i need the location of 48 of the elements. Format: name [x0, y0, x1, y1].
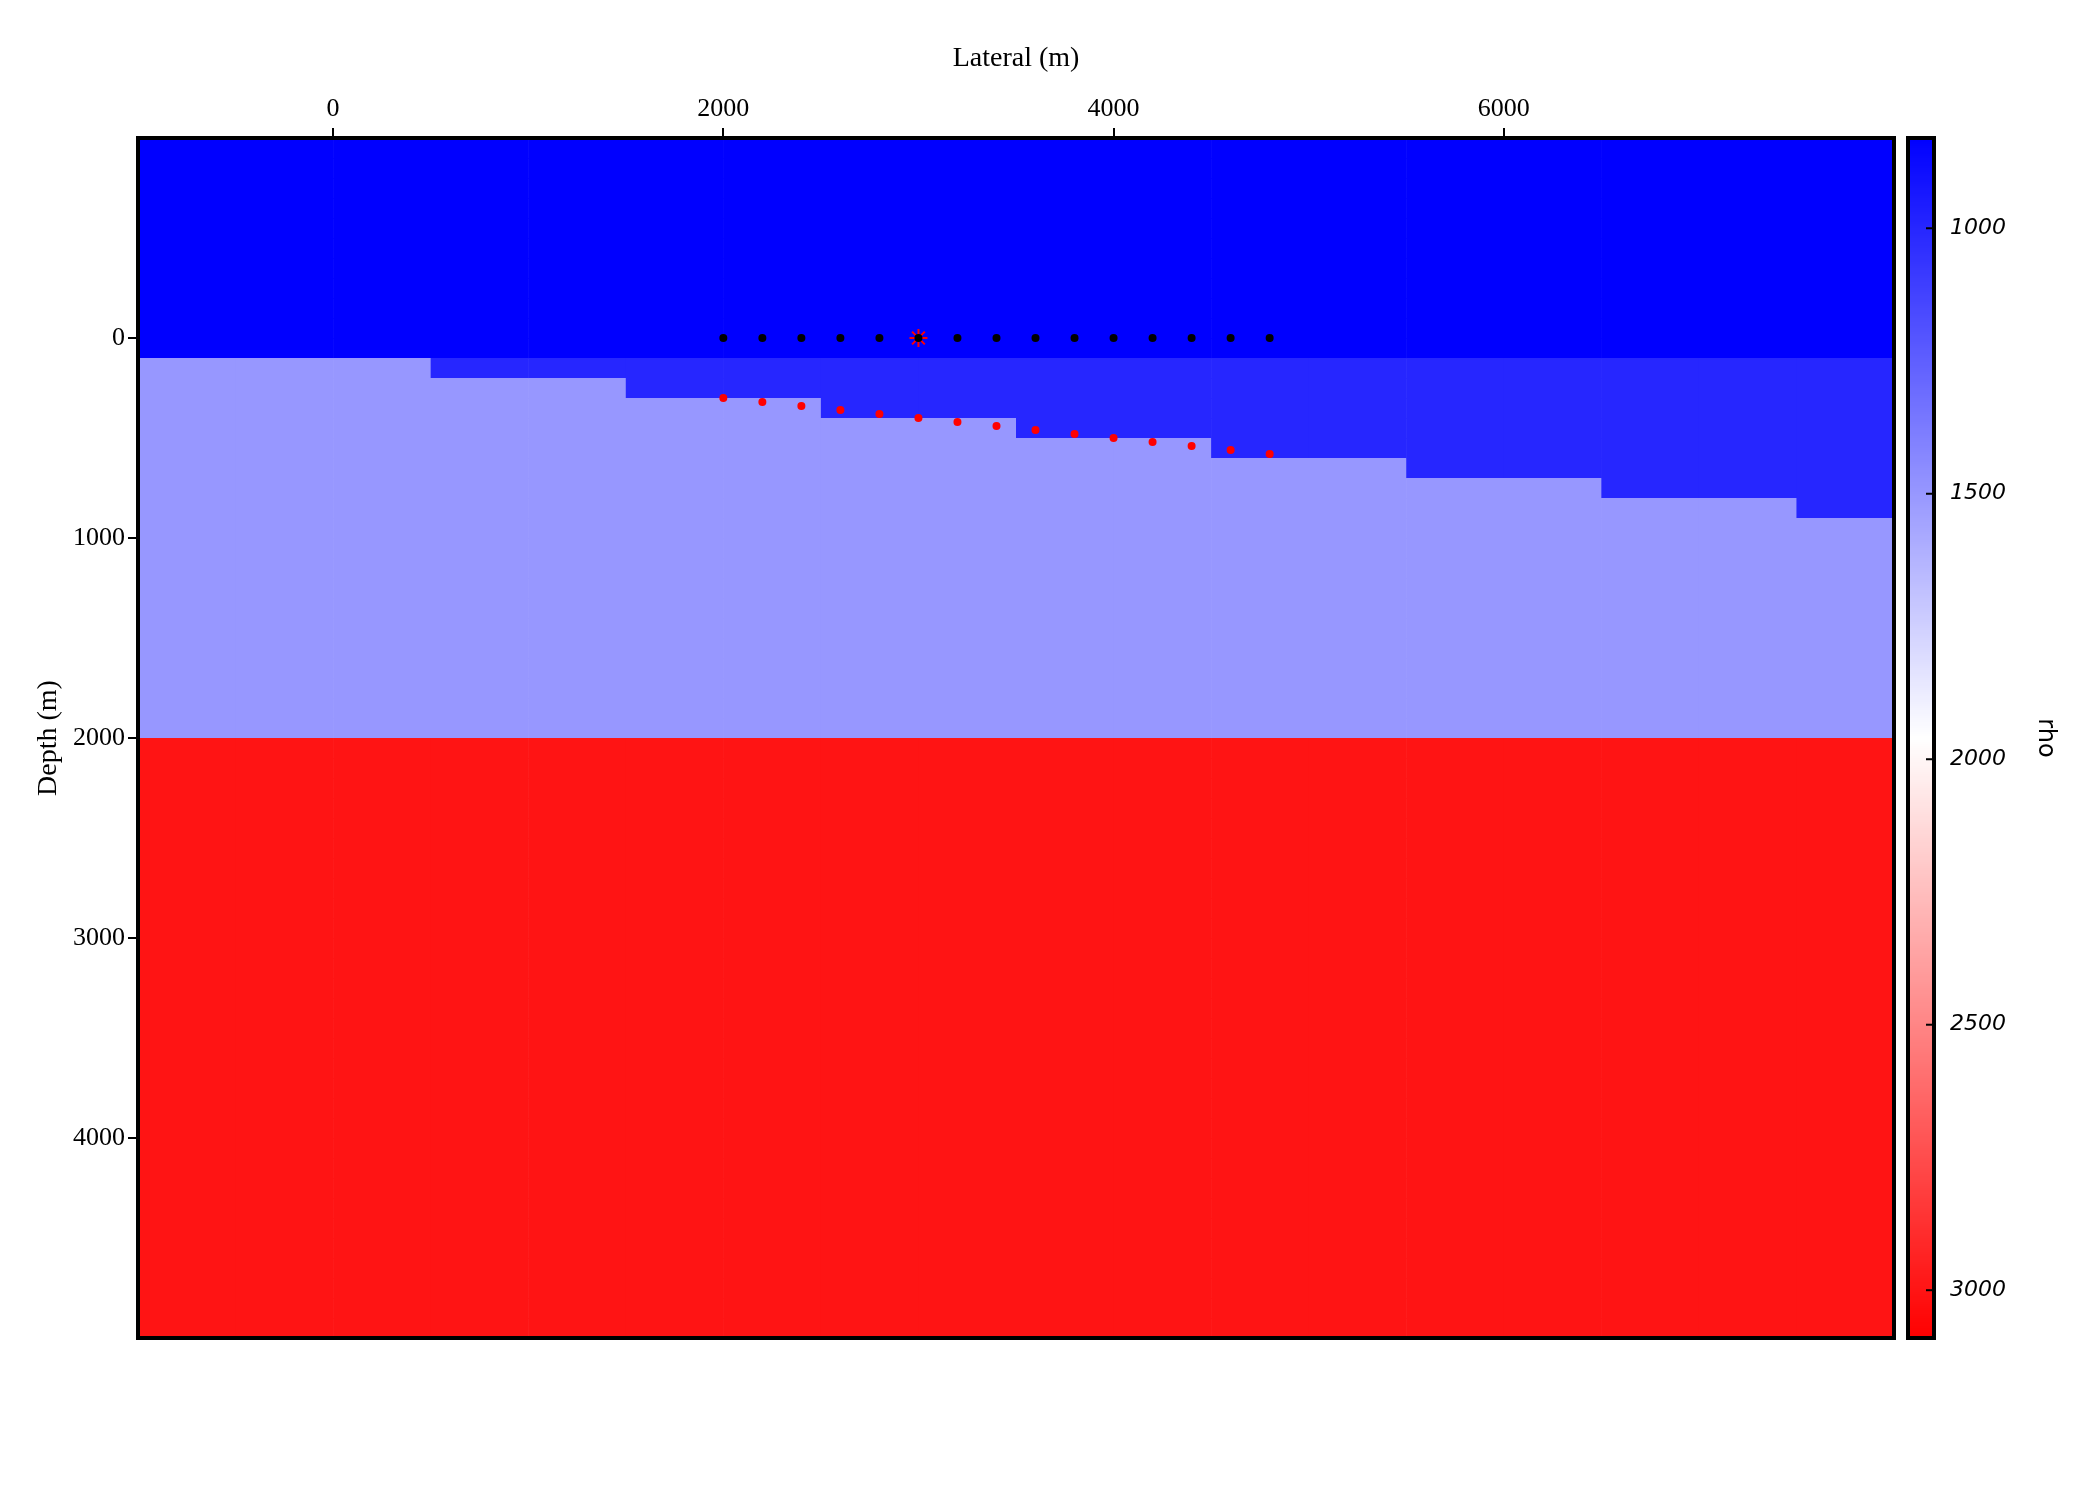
point	[836, 334, 845, 342]
x-tick-label: 4000	[1087, 93, 1140, 123]
point	[1265, 450, 1274, 458]
y-tick-label: 3000	[73, 921, 125, 951]
point	[875, 334, 884, 342]
x-tick-label: 0	[326, 93, 340, 123]
point	[992, 422, 1001, 430]
point	[875, 410, 884, 418]
y-tick-label: 0	[112, 321, 125, 351]
point	[758, 398, 767, 406]
x-tick-label: 6000	[1477, 93, 1530, 123]
color-bar-label: 2500	[1950, 1010, 2006, 1036]
point	[953, 418, 962, 426]
point	[797, 334, 806, 342]
point	[758, 334, 767, 342]
point	[1070, 430, 1079, 438]
point	[719, 334, 728, 342]
point	[1265, 334, 1274, 342]
color-bar-label: 3000	[1950, 1275, 2006, 1301]
point	[1109, 434, 1118, 442]
point	[1187, 442, 1196, 450]
point	[1148, 334, 1157, 342]
color-bar-label: 2000	[1950, 744, 2006, 770]
point	[1109, 334, 1118, 342]
point	[953, 334, 962, 342]
point	[836, 406, 845, 414]
color-bar-label: 1000	[1950, 213, 2006, 239]
point	[1226, 446, 1235, 454]
x-axis-title: Lateral (m)	[952, 41, 1080, 73]
point	[1148, 438, 1157, 446]
color-bar-title: rho	[2033, 718, 2062, 758]
point	[1031, 334, 1040, 342]
point	[908, 328, 929, 348]
point	[797, 402, 806, 410]
y-tick-label: 4000	[73, 1121, 125, 1151]
point	[1226, 334, 1235, 342]
x-tick-label: 2000	[697, 93, 750, 123]
point	[1187, 334, 1196, 342]
point	[914, 414, 923, 422]
y-tick-label: 1000	[73, 521, 125, 551]
point	[992, 334, 1001, 342]
color-bar-label: 1500	[1950, 479, 2006, 505]
point	[719, 394, 728, 402]
point	[914, 334, 923, 342]
y-axis-title: Depth (m)	[31, 680, 63, 796]
point	[1070, 334, 1079, 342]
point	[1031, 426, 1040, 434]
y-tick-label: 2000	[73, 721, 125, 751]
